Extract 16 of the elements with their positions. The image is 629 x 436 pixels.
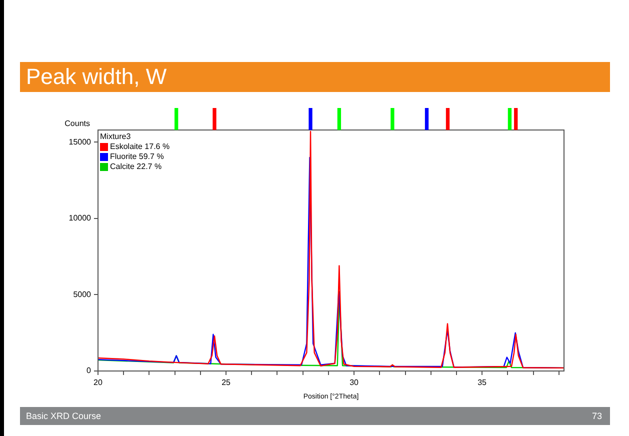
y-tick-label: 0 (86, 366, 92, 376)
y-tick-label: 10000 (68, 214, 92, 223)
legend-label: Fluorite 59.7 % (110, 152, 164, 162)
legend-label: Calcite 22.7 % (110, 162, 162, 172)
legend-label: Eskolaite 17.6 % (110, 142, 170, 152)
legend-title: Mixture3 (100, 132, 132, 142)
x-tick-label: 25 (222, 378, 232, 388)
x-tick-label: 35 (478, 378, 488, 388)
text: 73 (592, 410, 602, 423)
text: Basic XRD Course (26, 410, 102, 423)
y-axis-title: Counts (64, 119, 90, 128)
y-tick-label: 5000 (73, 290, 92, 299)
chart-title: Peak width, W (20, 62, 610, 92)
y-tick-label: 15000 (68, 137, 92, 146)
x-tick-label: 30 (350, 378, 360, 388)
x-tick-label: 20 (94, 378, 103, 388)
